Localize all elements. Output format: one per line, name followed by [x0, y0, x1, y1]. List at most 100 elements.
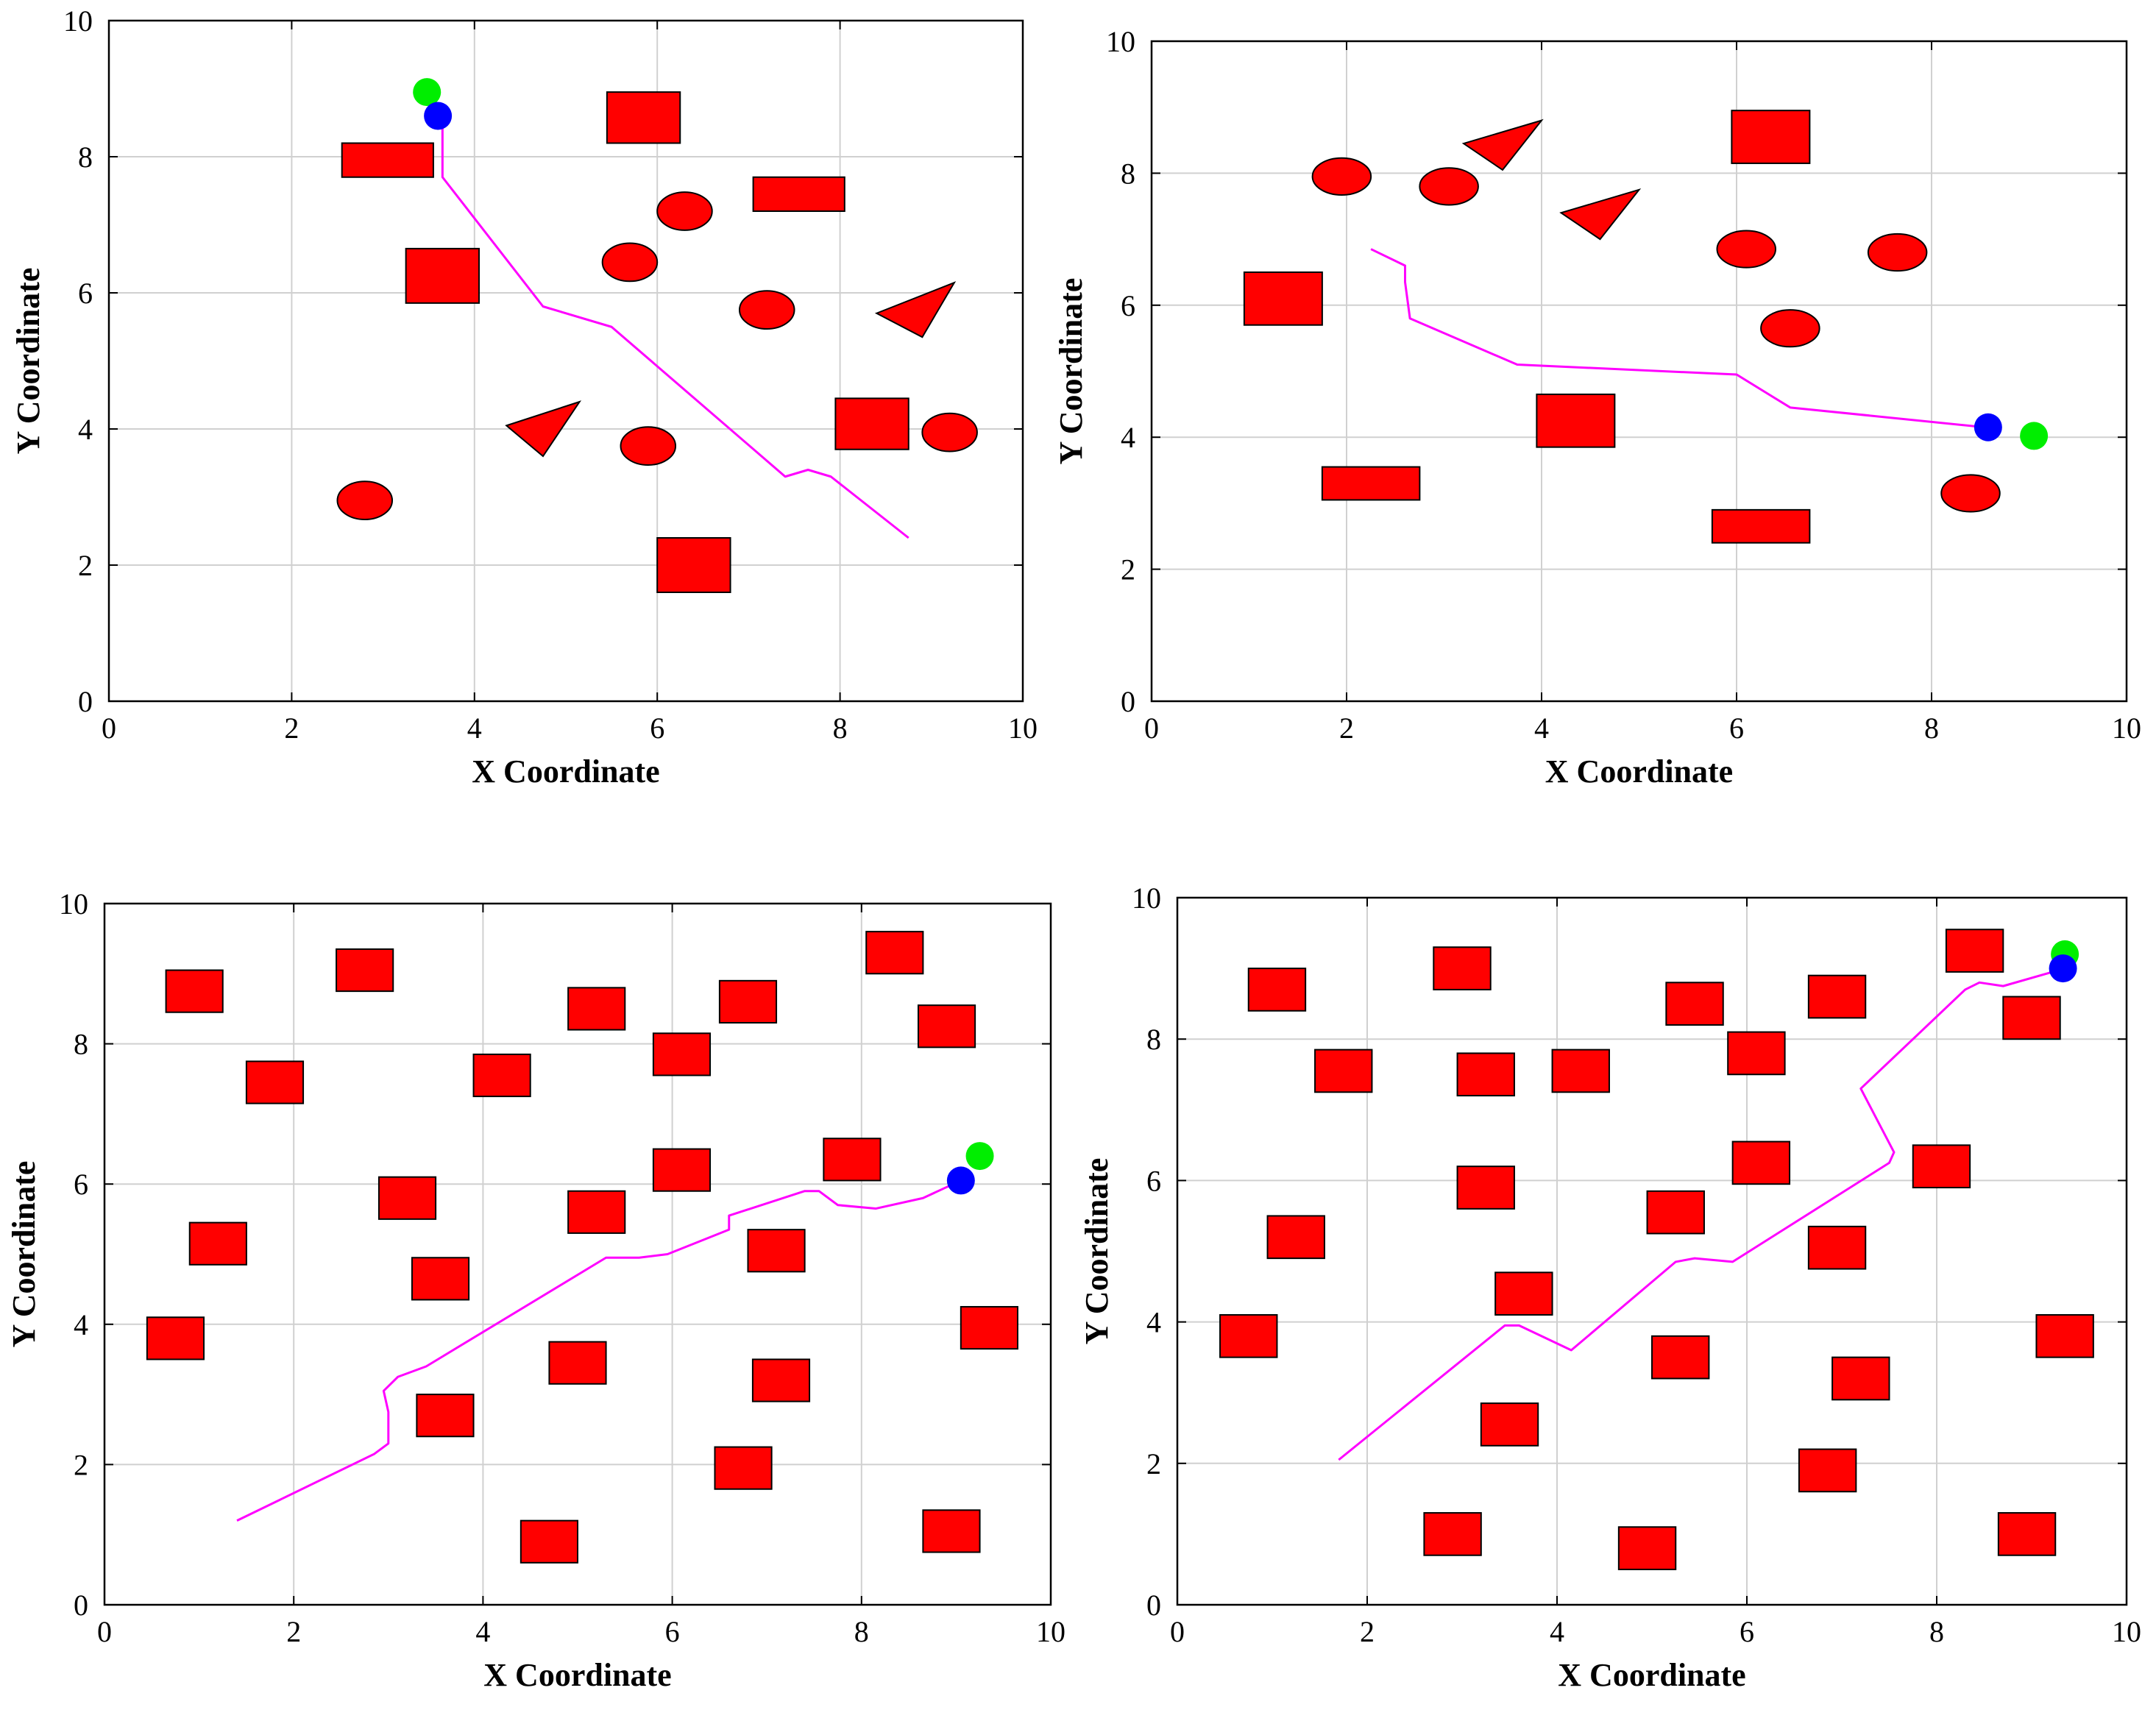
obstacle-rect — [188, 1221, 247, 1266]
obstacle-rect — [1727, 1031, 1786, 1076]
obstacle-ellipse — [1716, 230, 1776, 269]
obstacle-rect — [1243, 271, 1323, 326]
obstacle-rect — [1314, 1049, 1373, 1093]
obstacle-rect — [1807, 1225, 1867, 1270]
agent-marker — [946, 1166, 975, 1195]
x-tick-label: 0 — [1144, 712, 1159, 745]
obstacle-rect — [1219, 1313, 1278, 1358]
x-tick-label: 10 — [1036, 1615, 1065, 1648]
x-tick-label: 6 — [650, 712, 664, 745]
obstacle-rect — [652, 1148, 712, 1192]
obstacle-rect — [834, 397, 909, 450]
y-tick-label: 4 — [1121, 421, 1135, 454]
obstacle-rect — [341, 142, 434, 178]
y-tick-label: 10 — [63, 4, 93, 38]
obstacle-ellipse — [1419, 167, 1479, 206]
axes-box — [107, 19, 1024, 703]
obstacle-rect — [960, 1305, 1018, 1350]
obstacle-ellipse — [1760, 309, 1820, 348]
obstacle-rect — [1731, 1140, 1791, 1185]
goal-marker — [2020, 422, 2049, 450]
y-tick-label: 4 — [1146, 1306, 1161, 1339]
obstacle-rect — [2035, 1313, 2094, 1358]
obstacle-rect — [1912, 1144, 1971, 1189]
obstacle-ellipse — [336, 480, 394, 521]
y-tick-label: 10 — [59, 887, 88, 920]
obstacle-rect — [548, 1341, 607, 1385]
chart-panel-bottom-left: 0 2 4 6 8 10 0 2 4 6 8 10 X Coordinate Y Coordinate — [6, 887, 1065, 1693]
x-tick-label: 2 — [286, 1615, 301, 1648]
trajectory-line — [436, 115, 909, 539]
x-tick-label: 8 — [1929, 1615, 1944, 1648]
y-axis-label: Y Coordinate — [6, 1161, 42, 1348]
obstacle-rect — [652, 1032, 712, 1076]
x-axis-label: X Coordinate — [1558, 1657, 1745, 1693]
obstacle-rect — [1423, 1512, 1482, 1556]
obstacle-rect — [1807, 974, 1867, 1019]
x-tick-label: 10 — [1008, 712, 1038, 745]
y-tick-label: 8 — [78, 141, 93, 174]
obstacle-rect — [917, 1004, 976, 1049]
chart-panel-bottom-right: 0 2 4 6 8 10 0 2 4 6 8 10 X Coordinate Y Coordinate — [1079, 881, 2141, 1693]
obstacle-rect — [472, 1053, 531, 1098]
obstacle-rect — [865, 931, 924, 975]
x-tick-label: 10 — [2112, 1615, 2141, 1648]
x-tick-label: 8 — [1924, 712, 1939, 745]
x-tick-label: 4 — [1550, 1615, 1564, 1648]
obstacle-rect — [377, 1176, 437, 1220]
y-tick-label: 0 — [74, 1589, 88, 1622]
obstacle-ellipse — [921, 412, 978, 453]
obstacle-rect — [1551, 1049, 1610, 1093]
x-tick-label: 0 — [97, 1615, 112, 1648]
x-tick-label: 8 — [854, 1615, 869, 1648]
axes-box — [1150, 40, 2128, 703]
obstacle-rect — [146, 1316, 205, 1360]
obstacle-rect — [245, 1060, 305, 1104]
y-tick-label: 0 — [78, 685, 93, 718]
obstacle-rect — [1711, 508, 1811, 544]
x-axis-label: X Coordinate — [1545, 753, 1733, 790]
obstacle-ellipse — [620, 426, 677, 466]
y-tick-label: 8 — [74, 1028, 88, 1061]
x-tick-label: 6 — [1740, 1615, 1754, 1648]
y-tick-label: 4 — [74, 1308, 88, 1341]
x-tick-label: 6 — [665, 1615, 680, 1648]
obstacle-rect — [1266, 1215, 1325, 1260]
obstacle-rect — [416, 1394, 475, 1438]
obstacle-rect — [922, 1509, 981, 1553]
obstacle-rect — [520, 1519, 579, 1564]
obstacle-ellipse — [738, 290, 795, 330]
obstacle-rect — [567, 1190, 626, 1234]
obstacle-triangle — [1461, 118, 1544, 171]
obstacle-rect — [718, 979, 778, 1024]
y-axis-label: Y Coordinate — [10, 268, 46, 455]
x-tick-label: 2 — [284, 712, 299, 745]
y-tick-label: 6 — [1121, 289, 1135, 322]
trajectory-line — [1338, 967, 2065, 1461]
obstacle-rect — [1456, 1166, 1515, 1210]
obstacle-rect — [1731, 110, 1811, 164]
y-tick-label: 10 — [1132, 881, 1161, 915]
plot-area — [1177, 898, 2127, 1605]
obstacle-rect — [1536, 393, 1616, 448]
goal-marker — [413, 78, 442, 107]
y-tick-label: 2 — [1121, 553, 1135, 586]
obstacle-triangle — [1559, 188, 1642, 241]
trajectory-line — [236, 1179, 962, 1522]
obstacle-rect — [1321, 466, 1421, 501]
goal-marker — [965, 1142, 994, 1171]
x-tick-label: 0 — [1170, 1615, 1185, 1648]
obstacle-ellipse — [1311, 157, 1372, 196]
obstacle-rect — [747, 1229, 806, 1273]
y-tick-label: 8 — [1146, 1023, 1161, 1056]
obstacle-rect — [752, 176, 845, 212]
obstacle-ellipse — [656, 191, 713, 231]
obstacle-rect — [1651, 1335, 1710, 1380]
obstacle-rect — [1831, 1356, 1890, 1401]
obstacle-rect — [1480, 1402, 1539, 1447]
obstacle-ellipse — [601, 242, 659, 283]
y-axis-label: Y Coordinate — [1079, 1158, 1115, 1345]
x-tick-label: 4 — [1534, 712, 1549, 745]
obstacle-rect — [1617, 1526, 1677, 1570]
